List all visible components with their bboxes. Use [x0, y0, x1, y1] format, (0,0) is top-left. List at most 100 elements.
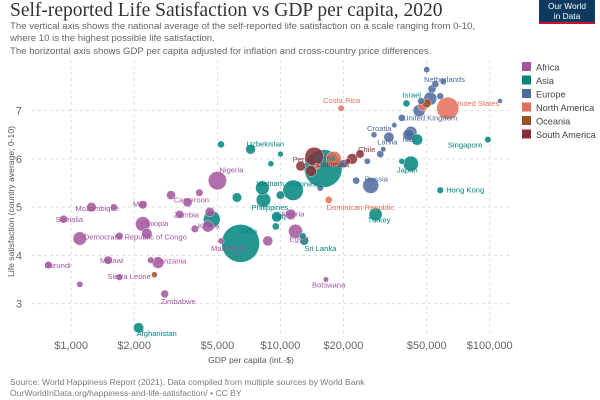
data-point [267, 160, 275, 167]
footer-link[interactable]: OurWorldInData.org/happiness-and-life-sa… [10, 387, 242, 398]
subtitle-line: where 10 is the highest possible life sa… [10, 33, 215, 45]
data-point [175, 210, 184, 219]
point-label: Turkey [368, 215, 391, 224]
point-label: Zambia [174, 210, 200, 219]
data-point [323, 276, 329, 283]
data-point [76, 281, 84, 288]
data-point [305, 165, 317, 177]
point-label: Netherlands [424, 75, 465, 84]
data-point [195, 188, 204, 197]
data-point [411, 133, 423, 146]
data-point [262, 235, 274, 247]
logo-line: in Data [553, 11, 581, 21]
data-point [204, 207, 215, 217]
point-label: Algeria [281, 209, 305, 218]
data-point [380, 146, 387, 153]
y-tick-label: 7 [16, 106, 22, 118]
data-point [288, 224, 303, 239]
data-point [326, 151, 342, 167]
data-point [166, 190, 176, 200]
data-point [316, 184, 324, 192]
data-point [59, 215, 68, 224]
data-point [86, 202, 97, 213]
data-point [160, 289, 169, 299]
data-point [201, 220, 214, 233]
y-tick-label: 6 [16, 154, 22, 166]
point-label: Colombia [317, 160, 350, 169]
data-point [436, 186, 444, 194]
data-point [276, 190, 285, 200]
data-point [255, 180, 270, 195]
gridlines [32, 60, 510, 335]
point-label: Democratic Republic of Congo [84, 233, 187, 242]
data-point [344, 158, 351, 165]
point-label: Dominican Republic [327, 203, 395, 212]
legend-label: Asia [536, 76, 555, 86]
x-tick-label: $50,000 [407, 340, 447, 352]
point-label: Latvia [377, 137, 398, 146]
data-point [103, 255, 113, 265]
data-point [497, 98, 503, 104]
point-label: Afghanistan [137, 329, 177, 338]
point-label: Botswana [312, 281, 346, 290]
point-label: Sierra Leone [107, 272, 150, 281]
data-point [147, 256, 155, 264]
legend-swatch [522, 75, 531, 85]
data-point [363, 157, 371, 165]
point-label: Malawi [100, 256, 124, 265]
data-point [44, 261, 53, 269]
data-point [271, 211, 283, 223]
point-label: Russia [365, 174, 389, 183]
point-label: Mozambique [75, 204, 118, 213]
point-label: Kenya [198, 221, 220, 230]
data-point [324, 196, 333, 204]
data-point [337, 104, 345, 112]
data-point [190, 224, 199, 233]
data-point [484, 136, 492, 144]
data-point [439, 78, 447, 86]
chart-title: Self-reported Life Satisfaction vs GDP p… [10, 0, 443, 21]
point-label: United Kingdom [403, 114, 457, 123]
point-label: Italy [403, 135, 417, 144]
y-tick-label: 5 [16, 202, 22, 214]
footer: Source: World Happiness Report (2021), D… [10, 377, 365, 398]
subtitle-line: The horizontal axis shows GDP per capita… [10, 45, 432, 57]
point-label: Burundi [45, 261, 71, 270]
point-label: Israel [402, 90, 421, 99]
point-label: Chile [358, 145, 375, 154]
point-label: Mali [133, 200, 147, 209]
point-label: Egypt [289, 234, 309, 243]
data-point [314, 162, 321, 170]
data-point [362, 177, 379, 194]
y-tick-label: 4 [16, 250, 22, 262]
point-label: Costa Rica [323, 96, 361, 105]
data-point [391, 122, 398, 129]
legend-label: South America [536, 130, 597, 140]
data-point [115, 232, 124, 241]
data-point [431, 80, 440, 88]
data-point [436, 96, 460, 120]
data-point [133, 322, 144, 334]
data-point [271, 222, 280, 231]
legend-swatch [522, 116, 531, 125]
point-label: Somalia [56, 215, 84, 224]
data-point [217, 237, 225, 245]
source-note: Source: World Happiness Report (2021), D… [10, 377, 365, 387]
data-point [376, 150, 385, 158]
data-point [138, 200, 148, 210]
y-tick-label: 3 [16, 299, 22, 311]
point-label: Sri Lanka [304, 244, 337, 253]
point-label: Ethiopia [141, 219, 169, 228]
legend-label: Oceania [536, 117, 571, 127]
point-label: Mauritania [211, 244, 247, 253]
axes: 3 4 5 6 7 $1,000 $2,000 $5,000 $10,000 $20,000 $50… [6, 106, 513, 365]
logo-line: Our World [547, 1, 586, 11]
chart-subtitle: The vertical axis shows the national ave… [10, 21, 480, 58]
legend: Africa Asia Europe North America Oceania Sout… [522, 62, 597, 140]
x-tick-label: $1,000 [54, 340, 88, 352]
point-label: Nigeria [219, 166, 244, 175]
data-point [72, 231, 87, 246]
owid-logo[interactable]: Our World in Data [539, 0, 595, 24]
data-points [44, 66, 503, 334]
